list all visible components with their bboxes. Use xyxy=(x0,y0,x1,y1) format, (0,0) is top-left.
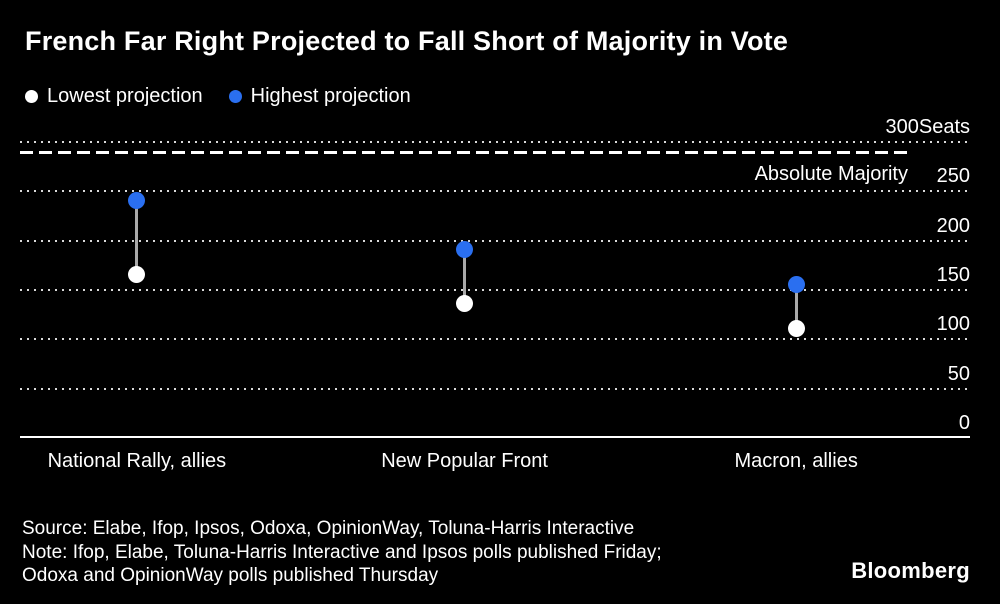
legend-label-highest: Highest projection xyxy=(250,85,411,107)
absolute-majority-label: Absolute Majority xyxy=(754,162,908,185)
gridline-300 xyxy=(20,141,970,143)
gridline-150 xyxy=(20,289,970,291)
highest-dot-national-rally-allies xyxy=(128,191,146,209)
gridline-200 xyxy=(20,239,970,242)
x-axis-line xyxy=(20,436,970,438)
range-connector-new-popular-front xyxy=(463,249,467,304)
chart-footer: Source: Elabe, Ifop, Ipsos, Odoxa, Opini… xyxy=(22,517,662,588)
highest-dot-macron-allies xyxy=(787,275,805,293)
category-label-macron-allies: Macron, allies xyxy=(734,450,858,472)
gridline-250 xyxy=(20,190,970,193)
range-connector-national-rally-allies xyxy=(135,200,139,275)
y-tick-label-0: 0 xyxy=(958,412,970,434)
lowest-projection-dot-icon xyxy=(25,90,38,103)
note-text-line1: Note: Ifop, Elabe, Toluna-Harris Interac… xyxy=(22,541,662,563)
legend-item-highest: Highest projection xyxy=(228,85,411,108)
highest-projection-dot-icon xyxy=(228,90,242,103)
y-tick-label-250: 250 xyxy=(936,165,970,188)
source-text: Source: Elabe, Ifop, Ipsos, Odoxa, Opini… xyxy=(22,518,635,539)
y-tick-label-50: 50 xyxy=(947,362,970,385)
gridline-100 xyxy=(20,338,970,341)
y-tick-label-300: 300Seats xyxy=(885,116,970,138)
highest-dot-new-popular-front xyxy=(456,241,474,259)
bloomberg-logo: Bloomberg xyxy=(851,558,970,583)
lowest-dot-new-popular-front xyxy=(456,295,474,313)
lowest-dot-macron-allies xyxy=(787,319,805,337)
note-text-line2: Odoxa and OpinionWay polls published Thu… xyxy=(22,565,439,586)
y-tick-label-100: 100 xyxy=(936,313,970,336)
lowest-dot-national-rally-allies xyxy=(128,265,146,283)
chart-legend: Lowest projection Highest projection xyxy=(25,85,411,108)
y-tick-label-150: 150 xyxy=(936,264,970,286)
chart-title: French Far Right Projected to Fall Short… xyxy=(25,26,789,56)
category-label-new-popular-front: New Popular Front xyxy=(381,450,548,472)
y-tick-label-200: 200 xyxy=(936,214,970,237)
gridline-50 xyxy=(20,387,970,390)
legend-label-lowest: Lowest projection xyxy=(47,85,203,107)
range-connector-macron-allies xyxy=(794,284,798,329)
legend-item-lowest: Lowest projection xyxy=(25,85,203,108)
absolute-majority-line xyxy=(20,150,908,154)
category-label-national-rally-allies: National Rally, allies xyxy=(47,450,227,472)
